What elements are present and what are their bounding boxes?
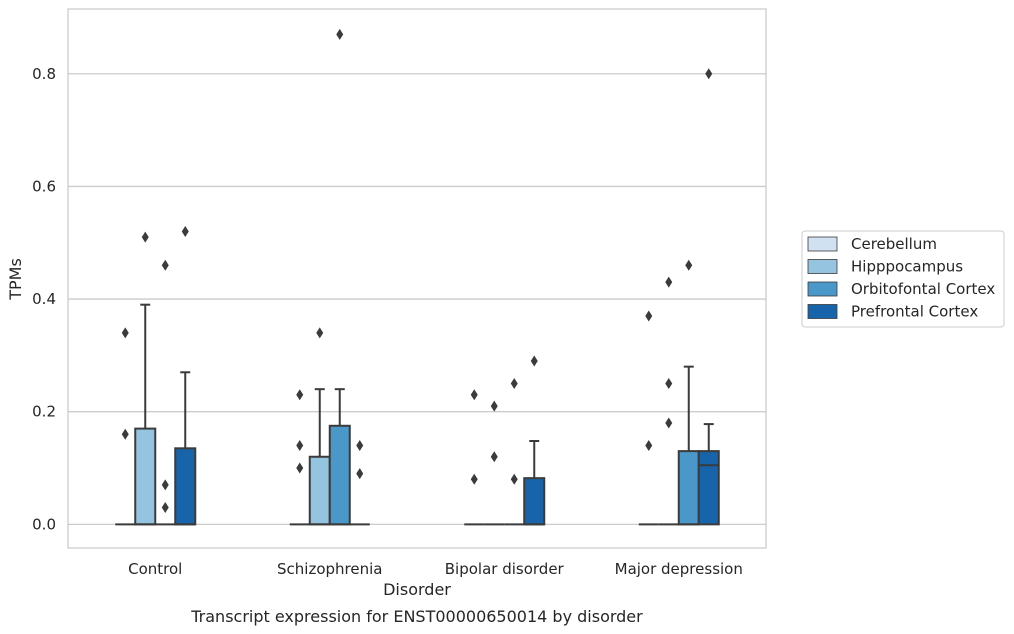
outlier-point — [490, 451, 498, 463]
y-tick-label: 0.4 — [32, 290, 56, 308]
outlier-point — [645, 310, 653, 322]
outlier-point — [121, 428, 129, 440]
legend-label: Prefrontal Cortex — [851, 303, 978, 321]
outlier-point — [510, 473, 518, 485]
outlier-point — [121, 327, 129, 339]
outlier-point — [161, 479, 169, 491]
outlier-point — [161, 501, 169, 513]
outlier-point — [530, 355, 538, 367]
legend: Cerebellum Hipppocampus Orbitofontal Corte… — [801, 230, 1005, 328]
outlier-point — [296, 389, 304, 401]
outlier-point — [685, 259, 693, 271]
outlier-point — [470, 473, 478, 485]
legend-label: Cerebellum — [851, 235, 937, 253]
box-3-1 — [349, 439, 370, 526]
box-body — [174, 447, 197, 526]
legend-swatch — [807, 281, 838, 297]
outlier-point — [510, 378, 518, 390]
legend-swatch — [807, 304, 838, 319]
box-3-3 — [697, 68, 720, 526]
box-0-2 — [464, 389, 485, 526]
plot-area-frame — [67, 8, 767, 549]
outlier-point — [490, 400, 498, 412]
x-tick-label: Control — [128, 560, 182, 578]
outlier-point — [296, 462, 304, 474]
y-tick-label: 0.2 — [32, 403, 56, 421]
box-1-3 — [658, 276, 679, 526]
outlier-point — [141, 231, 149, 243]
box-body — [523, 477, 546, 526]
y-axis-label: TPMs — [6, 258, 25, 301]
box-body — [697, 450, 720, 526]
box-2-1 — [328, 28, 351, 526]
y-axis-ticks: 0.0 0.2 0.4 0.6 0.8 — [32, 65, 56, 534]
box-3-2 — [523, 355, 546, 526]
x-tick-label: Bipolar disorder — [445, 560, 565, 578]
x-axis-label: Disorder — [383, 580, 451, 599]
outlier-point — [705, 68, 713, 80]
x-axis-ticks: Control Schizophrenia Bipolar disorder Majo… — [128, 560, 743, 578]
box-2-0 — [155, 259, 176, 526]
outlier-point — [665, 276, 673, 288]
box-2-3 — [677, 259, 700, 526]
outlier-point — [645, 439, 653, 451]
box-0-3 — [638, 310, 659, 526]
legend-swatch — [807, 236, 838, 252]
legend-swatch — [807, 259, 838, 274]
outlier-point — [356, 439, 364, 451]
box-body — [134, 427, 157, 526]
outlier-point — [161, 259, 169, 271]
x-tick-label: Major depression — [615, 560, 743, 578]
box-body — [677, 450, 700, 526]
y-tick-label: 0.6 — [32, 177, 56, 195]
outlier-point — [665, 417, 673, 429]
outlier-point — [181, 225, 189, 237]
outlier-point — [316, 327, 324, 339]
outlier-point — [356, 468, 364, 480]
box-plot-marks — [115, 28, 720, 526]
outlier-point — [296, 439, 304, 451]
outlier-point — [665, 378, 673, 390]
box-2-2 — [504, 378, 525, 526]
box-3-0 — [174, 225, 197, 526]
box-0-1 — [289, 389, 310, 526]
legend-label: Hipppocampus — [851, 258, 963, 276]
outlier-point — [470, 389, 478, 401]
legend-frame — [801, 230, 1005, 328]
box-1-2 — [484, 400, 505, 526]
box-0-0 — [115, 327, 136, 526]
y-tick-label: 0.0 — [32, 515, 56, 533]
x-tick-label: Schizophrenia — [277, 560, 382, 578]
grid-lines — [68, 73, 766, 525]
legend-label: Orbitofontal Cortex — [851, 280, 995, 298]
box-body — [328, 424, 351, 526]
outlier-point — [336, 28, 344, 40]
chart-caption: Transcript expression for ENST0000065001… — [190, 607, 643, 626]
box-1-0 — [134, 231, 157, 526]
box-body — [308, 455, 331, 526]
y-tick-label: 0.8 — [32, 65, 56, 83]
box-1-1 — [308, 327, 331, 526]
